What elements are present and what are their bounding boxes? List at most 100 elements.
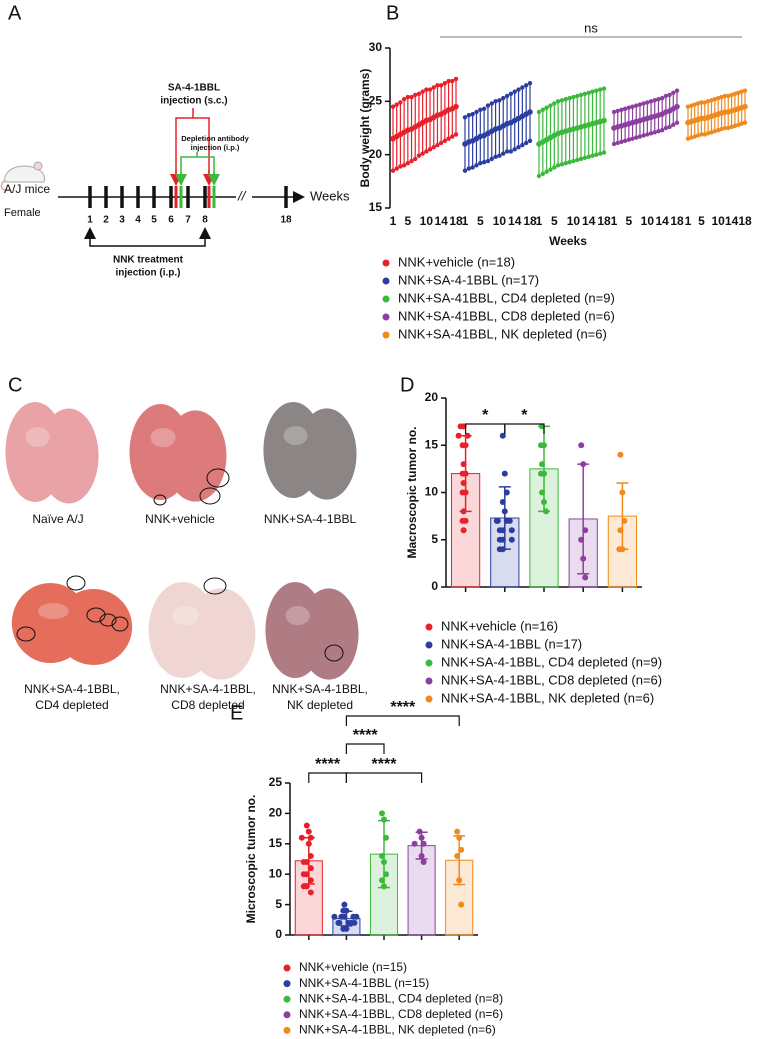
data-point [578,536,585,543]
data-point [615,108,620,114]
data-point [594,88,599,93]
x-tick-label: 1 [685,214,692,228]
data-point [303,822,310,829]
data-point [659,95,665,101]
data-point [401,163,407,168]
data-point [541,498,547,505]
data-point [516,87,521,92]
photo-caption: NNK+SA-4-1BBL, [272,682,368,696]
data-point [548,103,553,108]
data-point [601,86,607,91]
data-point [615,140,620,146]
sa-label: injection (s.c.) [160,96,227,107]
x-tick-label: 18 [449,214,463,228]
lung-highlight [25,427,50,447]
data-point [645,100,650,105]
data-point [652,98,657,103]
data-point [409,94,414,100]
x-tick-label: 5 [477,214,484,228]
data-point [504,93,510,99]
legend-marker [382,277,390,285]
data-point [540,107,546,113]
data-point [732,91,738,97]
tumor-circle [199,487,221,505]
tumor-circle [153,494,167,506]
data-point [667,92,672,98]
x-tick-label: 1 [611,214,618,228]
week-label: 5 [151,215,157,226]
data-point [512,89,517,94]
y-tick-label: 10 [269,866,283,880]
data-point [485,158,491,164]
data-point [552,165,557,170]
data-point [381,859,387,866]
x-tick-label: 14 [582,214,596,228]
data-point [307,877,314,884]
data-point [496,527,503,534]
data-point [405,94,411,100]
data-point [663,125,669,131]
data-point [621,517,628,524]
mean-point [674,103,680,110]
data-point [571,158,576,164]
data-point [580,555,587,562]
nnk-label: injection (i.p.) [116,268,181,279]
data-point [712,97,718,102]
data-point [712,129,718,134]
data-point [438,140,444,146]
data-point [459,470,466,477]
data-point [466,113,472,118]
mean-point [742,103,748,110]
y-tick-label: 5 [275,897,282,911]
data-point [622,138,628,143]
legend-marker [283,1026,291,1034]
data-point [611,141,617,147]
data-point [351,919,358,926]
lung-photo [55,589,133,665]
significance-label: * [521,407,528,424]
legend-label: NNK+SA-41BBL, CD8 depleted (n=6) [398,308,615,323]
data-point [456,834,463,841]
data-point [481,106,487,112]
x-tick-label: 18 [597,214,611,228]
data-point [617,451,624,458]
data-point [424,149,429,154]
y-tick-label: 20 [369,147,383,161]
data-point [563,161,568,166]
data-point [567,95,572,101]
tumor-circle [86,607,106,623]
data-point [431,145,436,150]
data-point [619,139,624,145]
data-point [540,171,546,177]
data-point [732,123,738,129]
data-point [520,142,525,148]
data-point [305,828,312,835]
week-label: 8 [202,215,208,226]
data-point [478,107,483,113]
axis-break: // [237,188,247,203]
y-axis-label: Macroscopic tumor no. [405,426,419,558]
data-point [582,527,589,534]
lung-photo [187,588,256,680]
data-point [597,151,603,156]
data-point [460,527,467,534]
data-point [489,101,494,106]
data-point [418,834,425,841]
data-point [442,138,448,143]
data-point [652,130,657,135]
y-tick-label: 15 [269,836,283,850]
data-point [340,925,347,932]
data-point [300,883,307,890]
data-point [398,164,403,169]
y-tick-label: 5 [431,532,438,546]
data-point [455,432,462,439]
data-point [709,98,714,103]
data-point [438,83,444,88]
mean-point [527,109,533,115]
legend-marker [425,623,433,631]
data-point [394,166,399,171]
legend-label: NNK+SA-4-1BBL (n=17) [441,636,582,651]
legend-label: NNK+vehicle (n=15) [299,960,407,974]
data-point [353,913,360,920]
data-point [446,78,451,84]
